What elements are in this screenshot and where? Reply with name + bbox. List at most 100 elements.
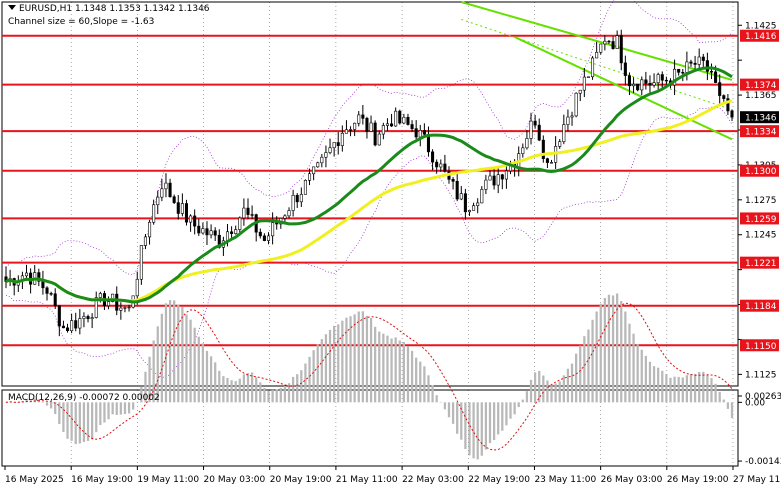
candle-body bbox=[164, 182, 168, 190]
candle-body bbox=[160, 188, 164, 198]
candle-body bbox=[168, 182, 172, 198]
candle-body bbox=[709, 71, 714, 73]
candle-body bbox=[677, 68, 681, 73]
macd-hist-bar bbox=[54, 402, 57, 415]
macd-hist-bar bbox=[316, 344, 319, 403]
candle-body bbox=[398, 110, 402, 124]
candle-body bbox=[90, 317, 94, 320]
candle-body bbox=[176, 202, 180, 214]
macd-hist-bar bbox=[673, 376, 676, 403]
candle-body bbox=[119, 307, 123, 311]
candle-body bbox=[41, 280, 45, 289]
macd-hist-bar bbox=[205, 350, 209, 403]
level-tag bbox=[740, 29, 779, 42]
macd-hist-bar bbox=[546, 380, 549, 403]
macd-hist-bar bbox=[127, 402, 131, 414]
macd-hist-bar bbox=[238, 378, 241, 403]
candle-body bbox=[156, 196, 160, 206]
candle-body bbox=[152, 204, 156, 223]
macd-hist-bar bbox=[681, 377, 684, 403]
macd-hist-bar bbox=[665, 373, 668, 403]
price-axis-label: 1.1425 bbox=[745, 21, 777, 31]
candle-body bbox=[705, 60, 709, 72]
macd-hist-bar bbox=[607, 294, 611, 403]
candle-body bbox=[324, 152, 328, 158]
candle-body bbox=[197, 225, 201, 234]
macd-hist-bar bbox=[197, 336, 200, 403]
macd-hist-bar bbox=[472, 402, 475, 459]
macd-hist-bar bbox=[193, 327, 196, 403]
candle-body bbox=[86, 316, 90, 320]
candle-body bbox=[357, 114, 361, 124]
macd-hist-bar bbox=[111, 402, 114, 415]
macd-hist-bar bbox=[386, 335, 389, 403]
macd-hist-bar bbox=[263, 387, 266, 403]
candle-body bbox=[595, 51, 599, 59]
macd-hist-bar bbox=[189, 319, 192, 403]
candle-body bbox=[82, 316, 86, 319]
channel-info: Channel size = 60,Slope = -1.63 bbox=[8, 17, 155, 27]
macd-hist-bar bbox=[140, 386, 143, 403]
macd-hist-bar bbox=[435, 395, 438, 403]
macd-hist-bar bbox=[456, 402, 459, 434]
candle-body bbox=[369, 122, 373, 132]
candle-body bbox=[266, 235, 271, 241]
macd-hist-bar bbox=[283, 385, 287, 403]
macd-hist-bar bbox=[291, 376, 295, 403]
candle-body bbox=[139, 245, 143, 280]
candle-body bbox=[627, 75, 631, 87]
candle-body bbox=[615, 35, 619, 49]
candle-body bbox=[689, 61, 693, 64]
macd-hist-bar bbox=[529, 379, 533, 403]
candle-body bbox=[394, 110, 398, 127]
macd-hist-bar bbox=[423, 366, 426, 403]
macd-hist-bar bbox=[644, 355, 647, 403]
candle-body bbox=[537, 124, 541, 141]
macd-hist-bar bbox=[382, 333, 385, 403]
current-price-label: 1.1346 bbox=[745, 114, 777, 124]
candle-body bbox=[574, 92, 578, 117]
candle-body bbox=[365, 118, 369, 132]
candle-body bbox=[349, 129, 353, 131]
macd-hist-bar bbox=[320, 339, 323, 403]
candle-body bbox=[681, 71, 685, 74]
candle-body bbox=[673, 68, 677, 86]
candle-body bbox=[693, 62, 697, 65]
candle-body bbox=[353, 122, 357, 130]
macd-hist-bar bbox=[374, 326, 377, 403]
macd-hist-bar bbox=[517, 402, 520, 408]
macd-hist-bar bbox=[271, 389, 274, 403]
macd-hist-bar bbox=[685, 375, 689, 403]
macd-hist-bar bbox=[45, 402, 49, 406]
time-axis-label: 20 May 19:00 bbox=[270, 475, 332, 485]
candle-body bbox=[607, 40, 611, 43]
macd-hist-bar bbox=[214, 362, 217, 403]
macd-hist-bar bbox=[624, 311, 627, 403]
macd-hist-bar bbox=[378, 331, 381, 403]
level-tag bbox=[740, 212, 779, 225]
candle-body bbox=[98, 293, 102, 298]
macd-hist-bar bbox=[419, 361, 422, 403]
current-price-tag bbox=[740, 111, 779, 124]
candle-body bbox=[545, 158, 549, 163]
macd-hist-bar bbox=[689, 374, 693, 403]
macd-hist-bar bbox=[652, 366, 656, 403]
macd-hist-bar bbox=[702, 371, 705, 403]
macd-hist-bar bbox=[722, 399, 725, 403]
macd-hist-bar bbox=[669, 377, 672, 403]
price-axis-label: 1.1125 bbox=[745, 370, 777, 380]
candle-body bbox=[111, 293, 115, 303]
macd-hist-bar bbox=[74, 402, 77, 445]
macd-hist-bar bbox=[394, 337, 397, 403]
macd-hist-bar bbox=[62, 402, 65, 433]
candle-body bbox=[533, 120, 537, 126]
candle-body bbox=[578, 89, 582, 94]
candle-body bbox=[496, 174, 500, 186]
macd-hist-bar bbox=[579, 345, 582, 403]
dropdown-triangle-icon[interactable] bbox=[8, 5, 16, 10]
macd-hist-bar bbox=[333, 325, 336, 403]
macd-axis-label: 0.00263 bbox=[745, 392, 781, 402]
candle-body bbox=[591, 57, 595, 78]
candle-body bbox=[230, 231, 234, 234]
macd-hist-bar bbox=[234, 381, 237, 403]
